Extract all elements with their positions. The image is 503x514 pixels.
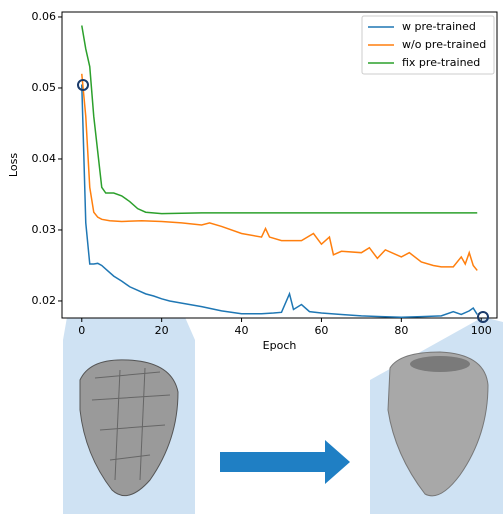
arrow: [220, 440, 350, 484]
heart-mesh-smooth: [387, 351, 489, 497]
highlight-circle: [77, 79, 89, 91]
line: [81, 73, 478, 271]
line: [81, 84, 478, 319]
y-tick-label: 0.04: [32, 152, 57, 165]
y-tick-label: 0.05: [32, 81, 57, 94]
legend: w pre-trained w/o pre-trained fix pre-trai…: [361, 15, 495, 75]
x-tick-label: 0: [78, 324, 85, 337]
x-axis-label: Epoch: [263, 339, 297, 352]
y-axis-label: Loss: [7, 153, 20, 177]
x-tick-label: 100: [471, 324, 492, 337]
highlight-circle: [477, 311, 489, 323]
x-tick-label: 60: [314, 324, 328, 337]
x-tick-label: 40: [235, 324, 249, 337]
legend-label: fix pre-trained: [402, 56, 480, 69]
legend-label: w/o pre-trained: [402, 38, 486, 51]
legend-label: w pre-trained: [402, 20, 476, 33]
line: [81, 25, 478, 215]
plot: 0 20 40 60 80 100 0.02 0.03 0.04 0.05 0.06 Epoch Los…: [7, 10, 498, 352]
x-tick-label: 20: [155, 324, 169, 337]
legend-box: [361, 15, 495, 75]
y-tick-label: 0.03: [32, 223, 57, 236]
y-tick-label: 0.02: [32, 294, 57, 307]
y-tick-label: 0.06: [32, 10, 57, 23]
heart-opening: [410, 356, 470, 372]
x-tick-label: 80: [394, 324, 408, 337]
mesh-detail: [91, 367, 171, 481]
